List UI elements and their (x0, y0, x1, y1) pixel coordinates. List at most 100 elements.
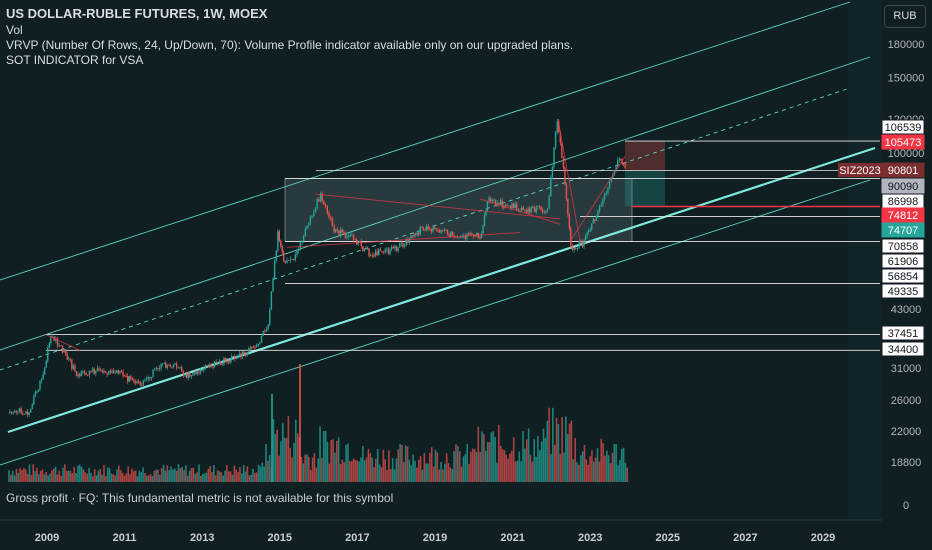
candle-body (469, 233, 471, 235)
volume-bar (103, 465, 105, 482)
trend-channel[interactable] (0, 1, 876, 466)
candle-body (324, 204, 327, 207)
volume-bar (254, 472, 256, 482)
candle-body (144, 379, 146, 381)
volume-bar (64, 464, 66, 482)
volume-bar (295, 419, 297, 482)
candle-body (286, 260, 288, 264)
candle-body (335, 229, 337, 233)
candle-body (104, 371, 107, 373)
volume-bar (242, 465, 245, 482)
candle-body (155, 368, 157, 370)
candle-body (71, 359, 73, 369)
symbol-title[interactable]: US DOLLAR-RUBLE FUTURES, 1W, MOEX (6, 6, 268, 21)
candle-body (141, 384, 143, 386)
candle-body (246, 352, 248, 355)
indicator-sot-label[interactable]: SOT INDICATOR for VSA (6, 53, 144, 67)
candle-body (587, 230, 590, 233)
volume-bar (110, 473, 113, 482)
candle-body (554, 132, 557, 148)
annotation-drawings[interactable] (45, 118, 626, 351)
price-tag-box (881, 341, 925, 357)
candle-body (114, 372, 116, 374)
candle-body (530, 206, 533, 213)
volume-bar (498, 425, 500, 482)
volume-bar (375, 458, 377, 482)
candle-body (190, 375, 193, 377)
volume-bar (168, 470, 170, 482)
candle-body (50, 336, 52, 344)
volume-bar (324, 430, 327, 482)
candle-body (252, 346, 255, 348)
candle-body (382, 251, 385, 253)
volume-bar (434, 449, 437, 482)
candle-body (323, 201, 325, 205)
candle-body (139, 381, 141, 385)
volume-bar (429, 452, 431, 482)
candle-body (272, 278, 274, 292)
candle-body (363, 248, 366, 251)
volume-bar (203, 473, 206, 482)
horizontal-levels[interactable] (46, 140, 880, 351)
candle-body (275, 250, 277, 261)
candle-body (486, 201, 489, 211)
candle-body (371, 255, 373, 257)
red-diagonal-2 (286, 232, 521, 248)
volume-bar (170, 466, 172, 482)
volume-bar (335, 440, 338, 482)
candle-body (306, 226, 308, 229)
candle-body (407, 239, 409, 243)
y-tick-label: 26000 (891, 395, 922, 407)
volume-bar (119, 470, 122, 482)
candle-body (389, 249, 391, 255)
volume-bar (421, 469, 424, 482)
volume-bar (192, 467, 195, 482)
candle-body (466, 234, 468, 240)
volume-bar (389, 469, 392, 482)
volume-bar (15, 468, 18, 482)
y-tick-label: 43000 (891, 304, 922, 316)
volume-bar (514, 461, 517, 482)
candle-body (158, 368, 161, 369)
volume-bar (65, 470, 68, 482)
candle-body (177, 367, 180, 369)
volume-bar (481, 431, 483, 482)
candle-body (265, 329, 268, 332)
candle-body (573, 247, 575, 250)
x-tick-label: 2011 (113, 532, 137, 544)
volume-bar (339, 463, 342, 482)
volume-bar (594, 457, 597, 482)
candle-body (123, 375, 126, 377)
price-axis[interactable]: 1800001500001200001000004300031000260002… (888, 39, 925, 512)
volume-bar (306, 454, 308, 482)
candle-body (456, 237, 459, 239)
y-tick-label: 150000 (888, 73, 925, 85)
currency-button[interactable]: RUB (884, 5, 926, 28)
volume-spike-2015 (299, 364, 301, 482)
candle-body (119, 370, 121, 374)
indicator-vol-label[interactable]: Vol (6, 23, 23, 37)
volume-bar (296, 433, 299, 482)
channel-upper-line (0, 1, 851, 281)
candle-body (397, 247, 399, 251)
candle-body (446, 230, 449, 235)
candle-body (410, 235, 412, 239)
candle-body (592, 219, 595, 224)
candle-body (580, 241, 582, 243)
volume-bar (406, 446, 409, 482)
indicator-vrvp-label[interactable]: VRVP (Number Of Rows, 24, Up/Down, 70): … (6, 38, 574, 52)
candle-body (134, 381, 137, 384)
volume-bar (93, 469, 96, 482)
volume-bar (378, 464, 381, 482)
time-axis[interactable]: 2009 2011 2013 2015 2017 2019 2021 2023 2025 2027… (0, 519, 882, 544)
volume-bar (281, 422, 284, 482)
candle-body (257, 343, 259, 346)
candle-body (12, 412, 14, 414)
candle-body (238, 353, 241, 357)
volume-bar (131, 468, 133, 482)
candle-body (575, 247, 577, 249)
candle-body (111, 370, 113, 373)
candle-body (451, 231, 454, 236)
